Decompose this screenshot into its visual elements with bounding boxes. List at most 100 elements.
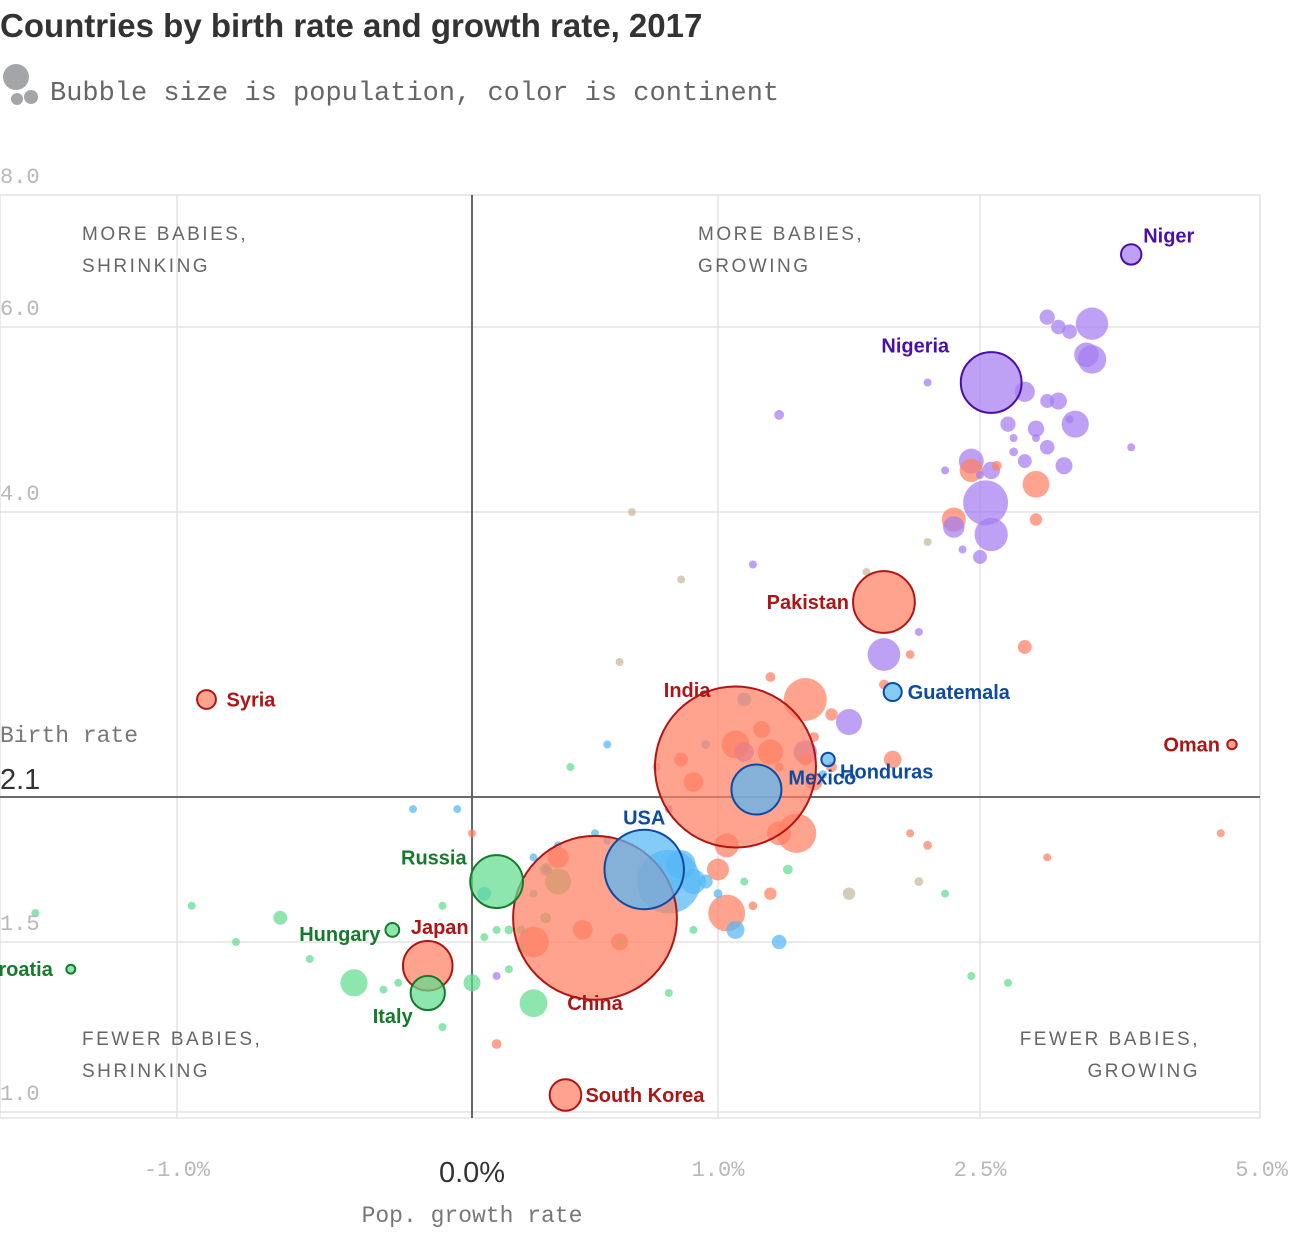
- bubble-italy: [409, 974, 446, 1012]
- bubble-niger: [1119, 243, 1143, 266]
- bubble-europe: [519, 989, 548, 1018]
- chart-subtitle: Bubble size is population, color is cont…: [50, 79, 779, 109]
- bubble-europe: [187, 901, 196, 910]
- bubble-asia: [491, 1039, 502, 1049]
- bubble-syria: [196, 689, 217, 710]
- bubble-asia: [1043, 853, 1052, 862]
- y-tick-label: 1.5: [0, 912, 40, 937]
- x-tick-label: 0.0%: [439, 1157, 505, 1189]
- bubble-africa: [1127, 443, 1136, 452]
- country-label-japan: Japan: [411, 917, 469, 939]
- bubble-russia: [469, 854, 525, 909]
- bubble-europe: [782, 864, 793, 875]
- bubble-europe: [273, 910, 288, 925]
- bubble-europe: [379, 985, 388, 994]
- bubble-asia: [923, 840, 932, 850]
- quadrant-label-line2: SHRINKING: [82, 256, 210, 277]
- country-label-croatia: Croatia: [0, 959, 54, 981]
- bubble-europe: [394, 978, 403, 987]
- bubble-europe: [664, 989, 673, 997]
- bubble-americas: [818, 770, 828, 779]
- bubble-americas: [453, 805, 462, 814]
- bubble-americas: [409, 805, 417, 814]
- bubble-africa: [1009, 447, 1018, 457]
- bubble-europe: [438, 1023, 447, 1031]
- bubble-europe: [740, 877, 749, 886]
- bubble-africa: [1000, 416, 1016, 432]
- bubble-americas: [603, 740, 612, 749]
- bubble-hungary: [384, 922, 401, 938]
- bubble-guatemala: [882, 681, 903, 703]
- bubble-africa: [1065, 415, 1074, 424]
- quadrant-labels: MORE BABIES, SHRINKING MORE BABIES, GROWING…: [82, 224, 1198, 1082]
- bubble-europe: [438, 901, 447, 910]
- bubble-asia: [825, 708, 838, 721]
- bubble-oceania: [615, 658, 624, 666]
- bubble-oceania: [677, 575, 686, 584]
- bubble-asia: [765, 672, 776, 682]
- bubble-oceania: [914, 877, 924, 886]
- quadrant-label-line1: FEWER BABIES,: [82, 1029, 262, 1050]
- bubble-asia: [1216, 829, 1225, 838]
- bubble-europe: [566, 763, 575, 771]
- bubble-oceania: [862, 568, 871, 576]
- bubble-africa: [974, 517, 1008, 552]
- bubble-africa: [1039, 309, 1055, 325]
- bubble-africa: [1009, 434, 1018, 442]
- country-labels: Niger Nigeria Pakistan Guatemala Syria India O…: [0, 225, 1220, 1107]
- bubble-asia: [1017, 640, 1032, 654]
- country-label-guatemala: Guatemala: [908, 682, 1011, 704]
- y-tick-label: 8.0: [0, 165, 40, 190]
- bubble-south-korea: [548, 1078, 583, 1112]
- x-axis-label: Pop. growth rate: [362, 1203, 583, 1229]
- country-label-russia: Russia: [401, 848, 467, 870]
- bubble-europe: [492, 925, 501, 934]
- bubble-europe: [504, 925, 514, 935]
- bubble-mexico: [730, 763, 783, 816]
- bubble-africa: [1051, 319, 1066, 335]
- bubble-americas: [726, 920, 745, 939]
- x-tick-label: 5.0%: [1235, 1158, 1289, 1183]
- bubble-asia: [748, 901, 758, 911]
- quadrant-label-line1: MORE BABIES,: [82, 224, 248, 245]
- quadrant-label-line1: MORE BABIES,: [698, 224, 864, 245]
- bubble-africa: [1049, 392, 1067, 410]
- x-tick-label: -1.0%: [144, 1158, 211, 1183]
- bubble-africa: [941, 466, 950, 475]
- bubble-africa: [835, 708, 863, 736]
- quadrant-label-line2: SHRINKING: [82, 1061, 210, 1082]
- bubble-asia: [1029, 513, 1043, 526]
- bubble-africa: [943, 516, 965, 538]
- bubbles: [31, 243, 1238, 1112]
- bubble-asia: [906, 829, 915, 838]
- country-label-south-korea: South Korea: [585, 1085, 705, 1107]
- bubble-nigeria: [959, 351, 1023, 414]
- bubble-africa: [1032, 434, 1040, 442]
- country-label-mexico: Mexico: [788, 768, 856, 790]
- bubble-asia: [991, 460, 1002, 471]
- bubble-africa: [1040, 394, 1055, 408]
- country-label-niger: Niger: [1143, 225, 1194, 247]
- bubble-asia: [707, 858, 729, 881]
- y-tick-label: 2.1: [0, 764, 40, 796]
- country-label-india: India: [664, 680, 712, 702]
- bubble-africa: [1062, 324, 1077, 339]
- bubble-oceania: [842, 887, 856, 900]
- bubble-asia: [764, 887, 777, 900]
- bubble-honduras: [820, 751, 836, 768]
- country-label-china: China: [567, 993, 623, 1015]
- country-label-oman: Oman: [1163, 735, 1220, 757]
- bubble-europe: [689, 925, 698, 934]
- bubble-pakistan: [852, 570, 916, 634]
- bubble-europe: [340, 969, 368, 997]
- bubble-europe: [941, 889, 950, 898]
- bubble-europe: [305, 955, 314, 963]
- y-tick-label: 1.0: [0, 1082, 40, 1107]
- bubble-europe: [480, 933, 489, 942]
- bubble-africa: [976, 471, 984, 479]
- x-tick-label: 2.5%: [954, 1158, 1008, 1183]
- bubble-croatia: [65, 963, 77, 975]
- bubble-oceania: [627, 508, 636, 516]
- bubble-africa: [958, 545, 967, 554]
